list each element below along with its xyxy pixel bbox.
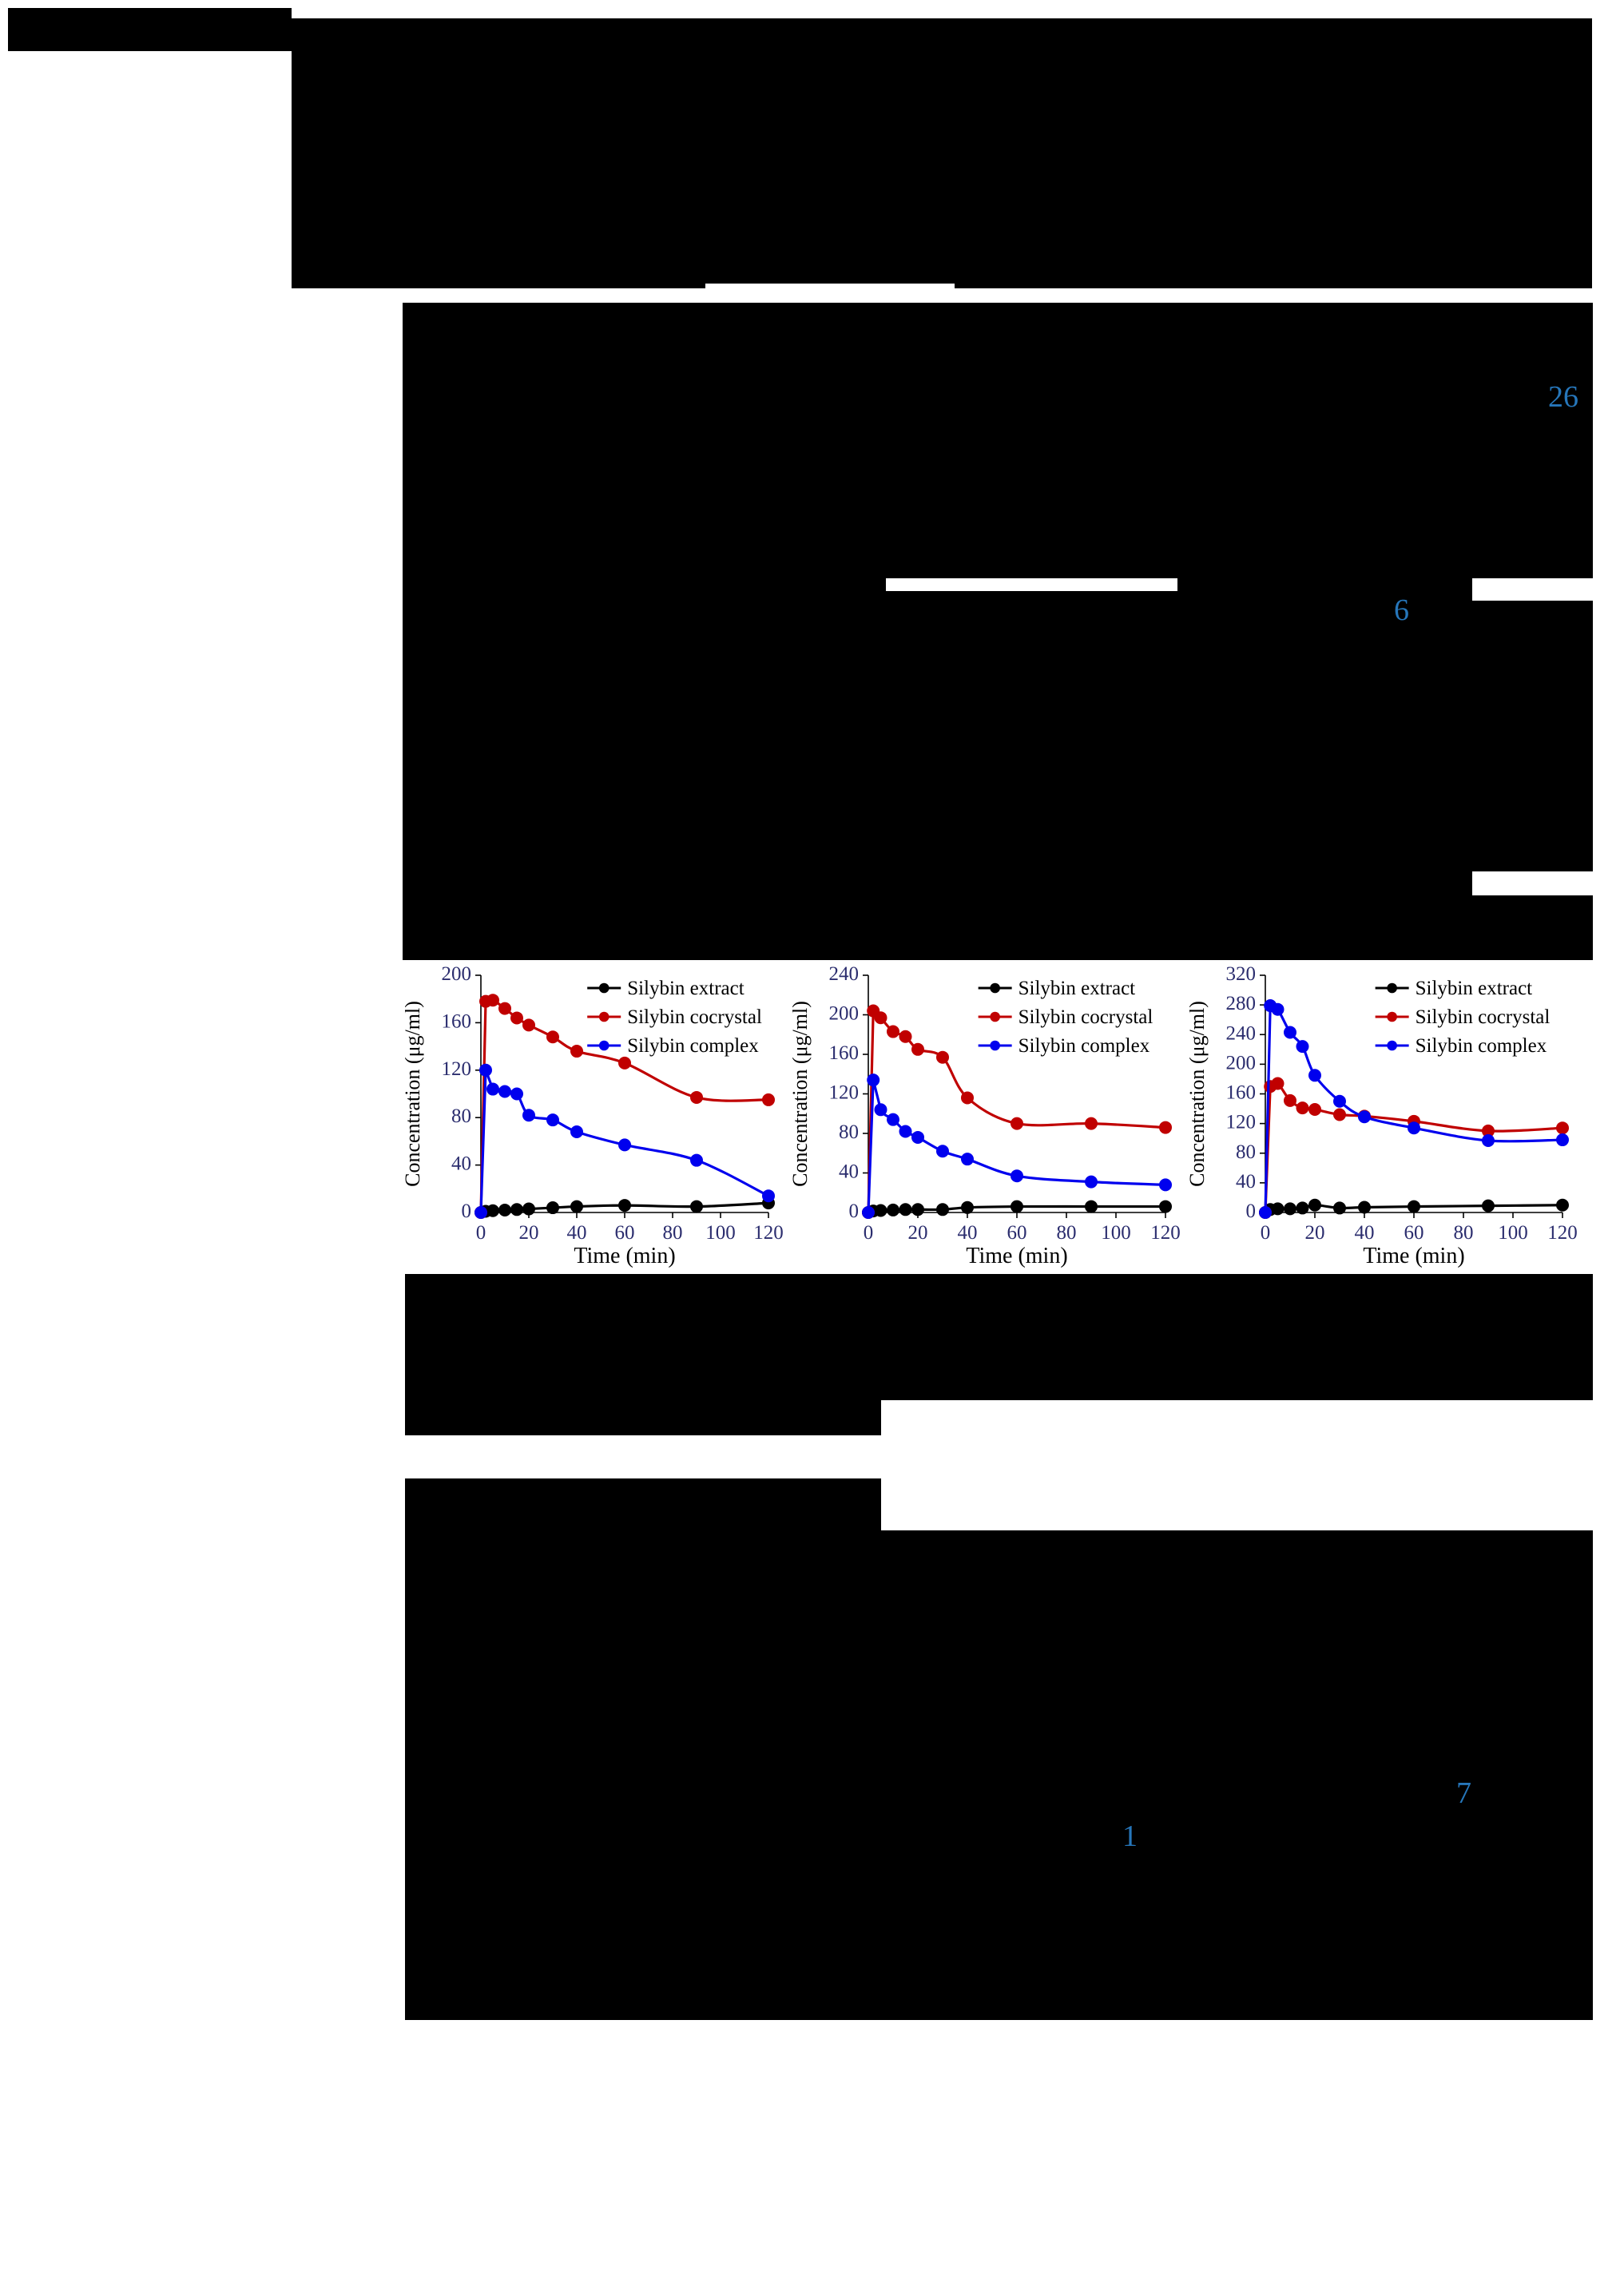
svg-text:0: 0 [1246, 1201, 1257, 1222]
svg-text:120: 120 [1547, 1222, 1578, 1244]
svg-text:40: 40 [1236, 1171, 1256, 1193]
svg-text:Silybin extract: Silybin extract [1018, 978, 1136, 999]
svg-text:80: 80 [451, 1105, 471, 1127]
svg-text:0: 0 [476, 1222, 486, 1244]
svg-text:Silybin complex: Silybin complex [627, 1035, 759, 1057]
svg-text:40: 40 [1355, 1222, 1375, 1244]
svg-text:20: 20 [1305, 1222, 1325, 1244]
svg-text:80: 80 [1057, 1222, 1077, 1244]
svg-text:80: 80 [1236, 1141, 1256, 1163]
svg-text:80: 80 [1454, 1222, 1474, 1244]
svg-text:Concentration (μg/ml): Concentration (μg/ml) [405, 1001, 424, 1187]
svg-text:100: 100 [705, 1222, 736, 1244]
svg-text:Silybin extract: Silybin extract [627, 978, 744, 999]
svg-text:120: 120 [829, 1082, 860, 1104]
svg-text:Time (min): Time (min) [574, 1244, 675, 1268]
svg-text:240: 240 [829, 963, 860, 985]
svg-text:160: 160 [442, 1010, 472, 1032]
svg-text:20: 20 [519, 1222, 539, 1244]
svg-text:Silybin cocrystal: Silybin cocrystal [1416, 1006, 1551, 1028]
svg-text:40: 40 [958, 1222, 978, 1244]
svg-text:0: 0 [462, 1201, 472, 1222]
svg-text:60: 60 [1404, 1222, 1424, 1244]
svg-text:0: 0 [864, 1222, 874, 1244]
svg-text:Silybin complex: Silybin complex [1416, 1035, 1547, 1057]
svg-text:40: 40 [567, 1222, 587, 1244]
svg-text:Silybin cocrystal: Silybin cocrystal [1018, 1006, 1153, 1028]
svg-text:Time (min): Time (min) [1363, 1244, 1464, 1268]
svg-text:Concentration (μg/ml): Concentration (μg/ml) [1189, 1001, 1209, 1187]
svg-text:100: 100 [1498, 1222, 1528, 1244]
svg-text:Silybin complex: Silybin complex [1018, 1035, 1150, 1057]
svg-text:120: 120 [753, 1222, 784, 1244]
svg-text:320: 320 [1226, 963, 1257, 985]
svg-text:280: 280 [1226, 993, 1257, 1014]
svg-text:120: 120 [442, 1058, 472, 1080]
svg-text:40: 40 [451, 1153, 471, 1175]
svg-text:20: 20 [908, 1222, 928, 1244]
svg-text:160: 160 [1226, 1082, 1257, 1104]
svg-text:200: 200 [442, 963, 472, 985]
svg-text:60: 60 [1007, 1222, 1027, 1244]
svg-text:200: 200 [829, 1003, 860, 1025]
svg-text:0: 0 [1261, 1222, 1271, 1244]
svg-text:Concentration (μg/ml): Concentration (μg/ml) [792, 1001, 812, 1187]
svg-text:80: 80 [839, 1121, 859, 1143]
svg-text:Silybin extract: Silybin extract [1416, 978, 1533, 999]
svg-text:40: 40 [839, 1161, 859, 1183]
svg-text:80: 80 [663, 1222, 683, 1244]
svg-text:120: 120 [1150, 1222, 1181, 1244]
svg-text:100: 100 [1101, 1222, 1131, 1244]
svg-text:60: 60 [615, 1222, 635, 1244]
svg-text:Time (min): Time (min) [966, 1244, 1067, 1268]
svg-text:120: 120 [1226, 1112, 1257, 1133]
svg-text:200: 200 [1226, 1052, 1257, 1074]
svg-text:0: 0 [849, 1201, 860, 1222]
svg-text:Silybin cocrystal: Silybin cocrystal [627, 1006, 762, 1028]
svg-text:240: 240 [1226, 1022, 1257, 1044]
svg-text:160: 160 [829, 1042, 860, 1064]
